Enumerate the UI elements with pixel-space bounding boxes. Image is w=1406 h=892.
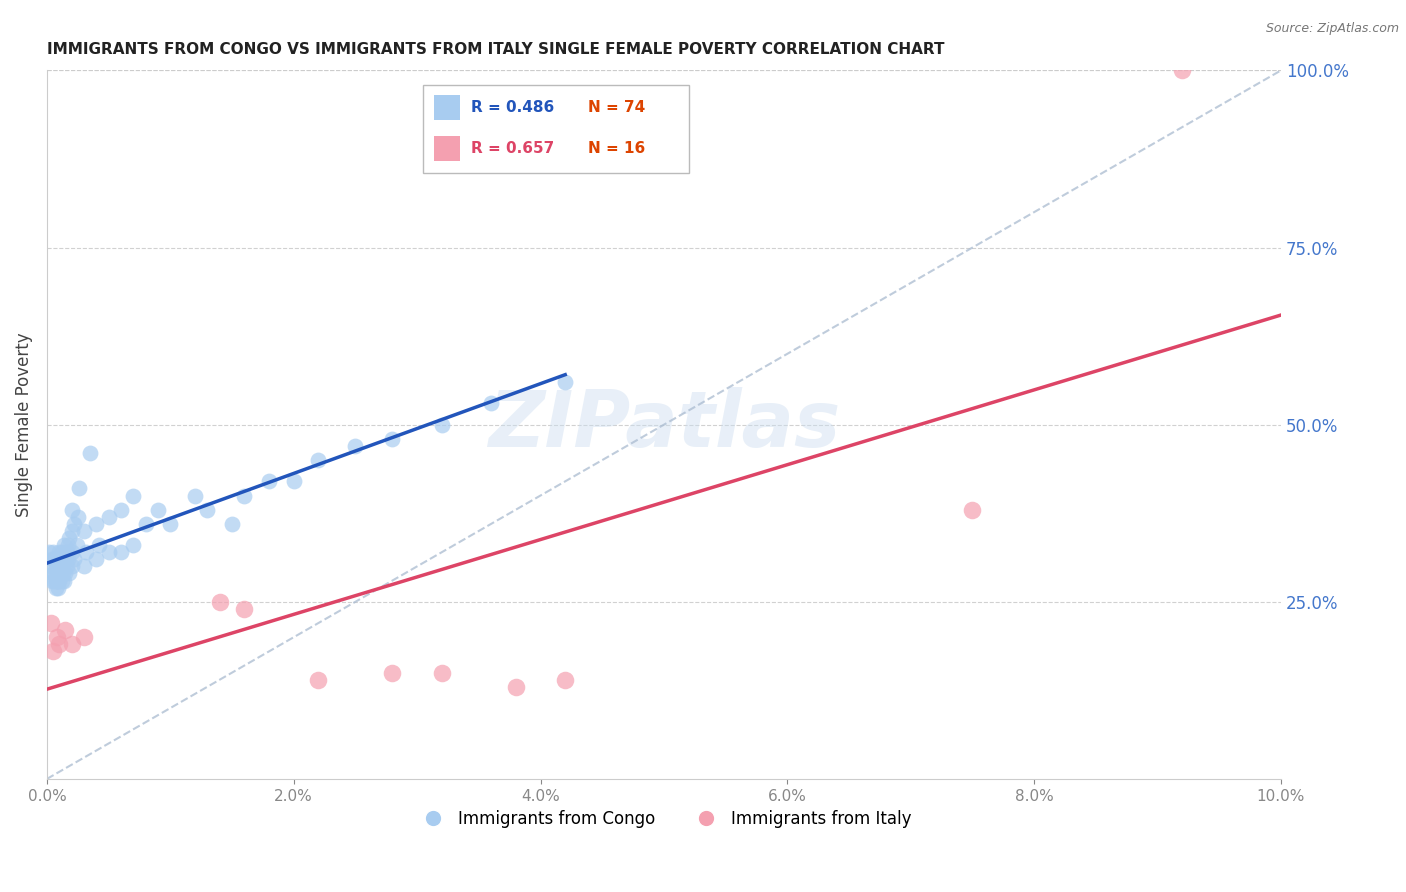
Point [51, 574, 73, 588]
Point [58, 531, 80, 545]
Point [283, 475, 305, 489]
Point [430, 417, 453, 432]
Point [44, 566, 66, 581]
Point [51, 559, 73, 574]
Point [45, 552, 67, 566]
Point [39, 615, 62, 630]
Point [56, 552, 79, 566]
Point [110, 502, 132, 516]
Point [45, 630, 67, 644]
Point [66, 509, 89, 524]
Point [41, 552, 63, 566]
Point [42, 545, 65, 559]
Point [55, 566, 77, 581]
Point [233, 489, 256, 503]
Point [122, 489, 145, 503]
Point [46, 574, 69, 588]
Point [60, 559, 83, 574]
Point [60, 524, 83, 538]
Point [962, 502, 984, 516]
Point [221, 516, 243, 531]
Point [135, 516, 157, 531]
Point [257, 475, 280, 489]
Point [307, 673, 329, 687]
Point [44, 581, 66, 595]
Point [60, 545, 83, 559]
Point [208, 595, 231, 609]
Text: Source: ZipAtlas.com: Source: ZipAtlas.com [1265, 22, 1399, 36]
Point [60, 502, 83, 516]
Point [44, 559, 66, 574]
Point [67, 482, 90, 496]
Point [52, 566, 75, 581]
Point [97, 509, 120, 524]
Point [52, 552, 75, 566]
Point [46, 559, 69, 574]
Point [53, 538, 76, 552]
Point [55, 552, 77, 566]
Point [48, 574, 70, 588]
Point [45, 574, 67, 588]
Point [58, 566, 80, 581]
Point [73, 559, 96, 574]
Point [48, 545, 70, 559]
Y-axis label: Single Female Poverty: Single Female Poverty [15, 333, 32, 517]
Point [73, 630, 96, 644]
Point [53, 574, 76, 588]
Point [479, 396, 502, 410]
Point [195, 502, 218, 516]
Point [55, 623, 77, 637]
Point [51, 545, 73, 559]
Point [60, 637, 83, 651]
Point [430, 665, 453, 680]
Point [110, 545, 132, 559]
Point [381, 432, 404, 446]
Point [146, 502, 169, 516]
Point [184, 489, 207, 503]
Point [1171, 63, 1194, 78]
Point [63, 552, 86, 566]
Point [344, 439, 367, 453]
Point [44, 574, 66, 588]
Point [554, 673, 576, 687]
Point [159, 516, 181, 531]
Point [75, 545, 97, 559]
Point [55, 545, 77, 559]
Point [97, 545, 120, 559]
Point [307, 453, 329, 467]
Point [46, 581, 69, 595]
Point [42, 644, 65, 658]
Point [39, 559, 62, 574]
Point [233, 602, 256, 616]
Point [55, 559, 77, 574]
Point [554, 375, 576, 389]
Point [63, 516, 86, 531]
Point [44, 574, 66, 588]
Point [87, 538, 110, 552]
Legend: Immigrants from Congo, Immigrants from Italy: Immigrants from Congo, Immigrants from I… [411, 803, 918, 834]
Point [48, 637, 70, 651]
Point [44, 552, 66, 566]
Point [84, 552, 107, 566]
Point [48, 566, 70, 581]
Point [505, 680, 527, 694]
Point [122, 538, 145, 552]
Point [381, 665, 404, 680]
Point [48, 559, 70, 574]
Text: IMMIGRANTS FROM CONGO VS IMMIGRANTS FROM ITALY SINGLE FEMALE POVERTY CORRELATION: IMMIGRANTS FROM CONGO VS IMMIGRANTS FROM… [46, 42, 945, 57]
Point [84, 516, 107, 531]
Point [45, 566, 67, 581]
Point [41, 574, 63, 588]
Point [65, 538, 87, 552]
Point [56, 538, 79, 552]
Point [42, 566, 65, 581]
Point [38, 545, 60, 559]
Point [73, 524, 96, 538]
Point [79, 446, 101, 460]
Text: ZIPatlas: ZIPatlas [488, 386, 839, 463]
